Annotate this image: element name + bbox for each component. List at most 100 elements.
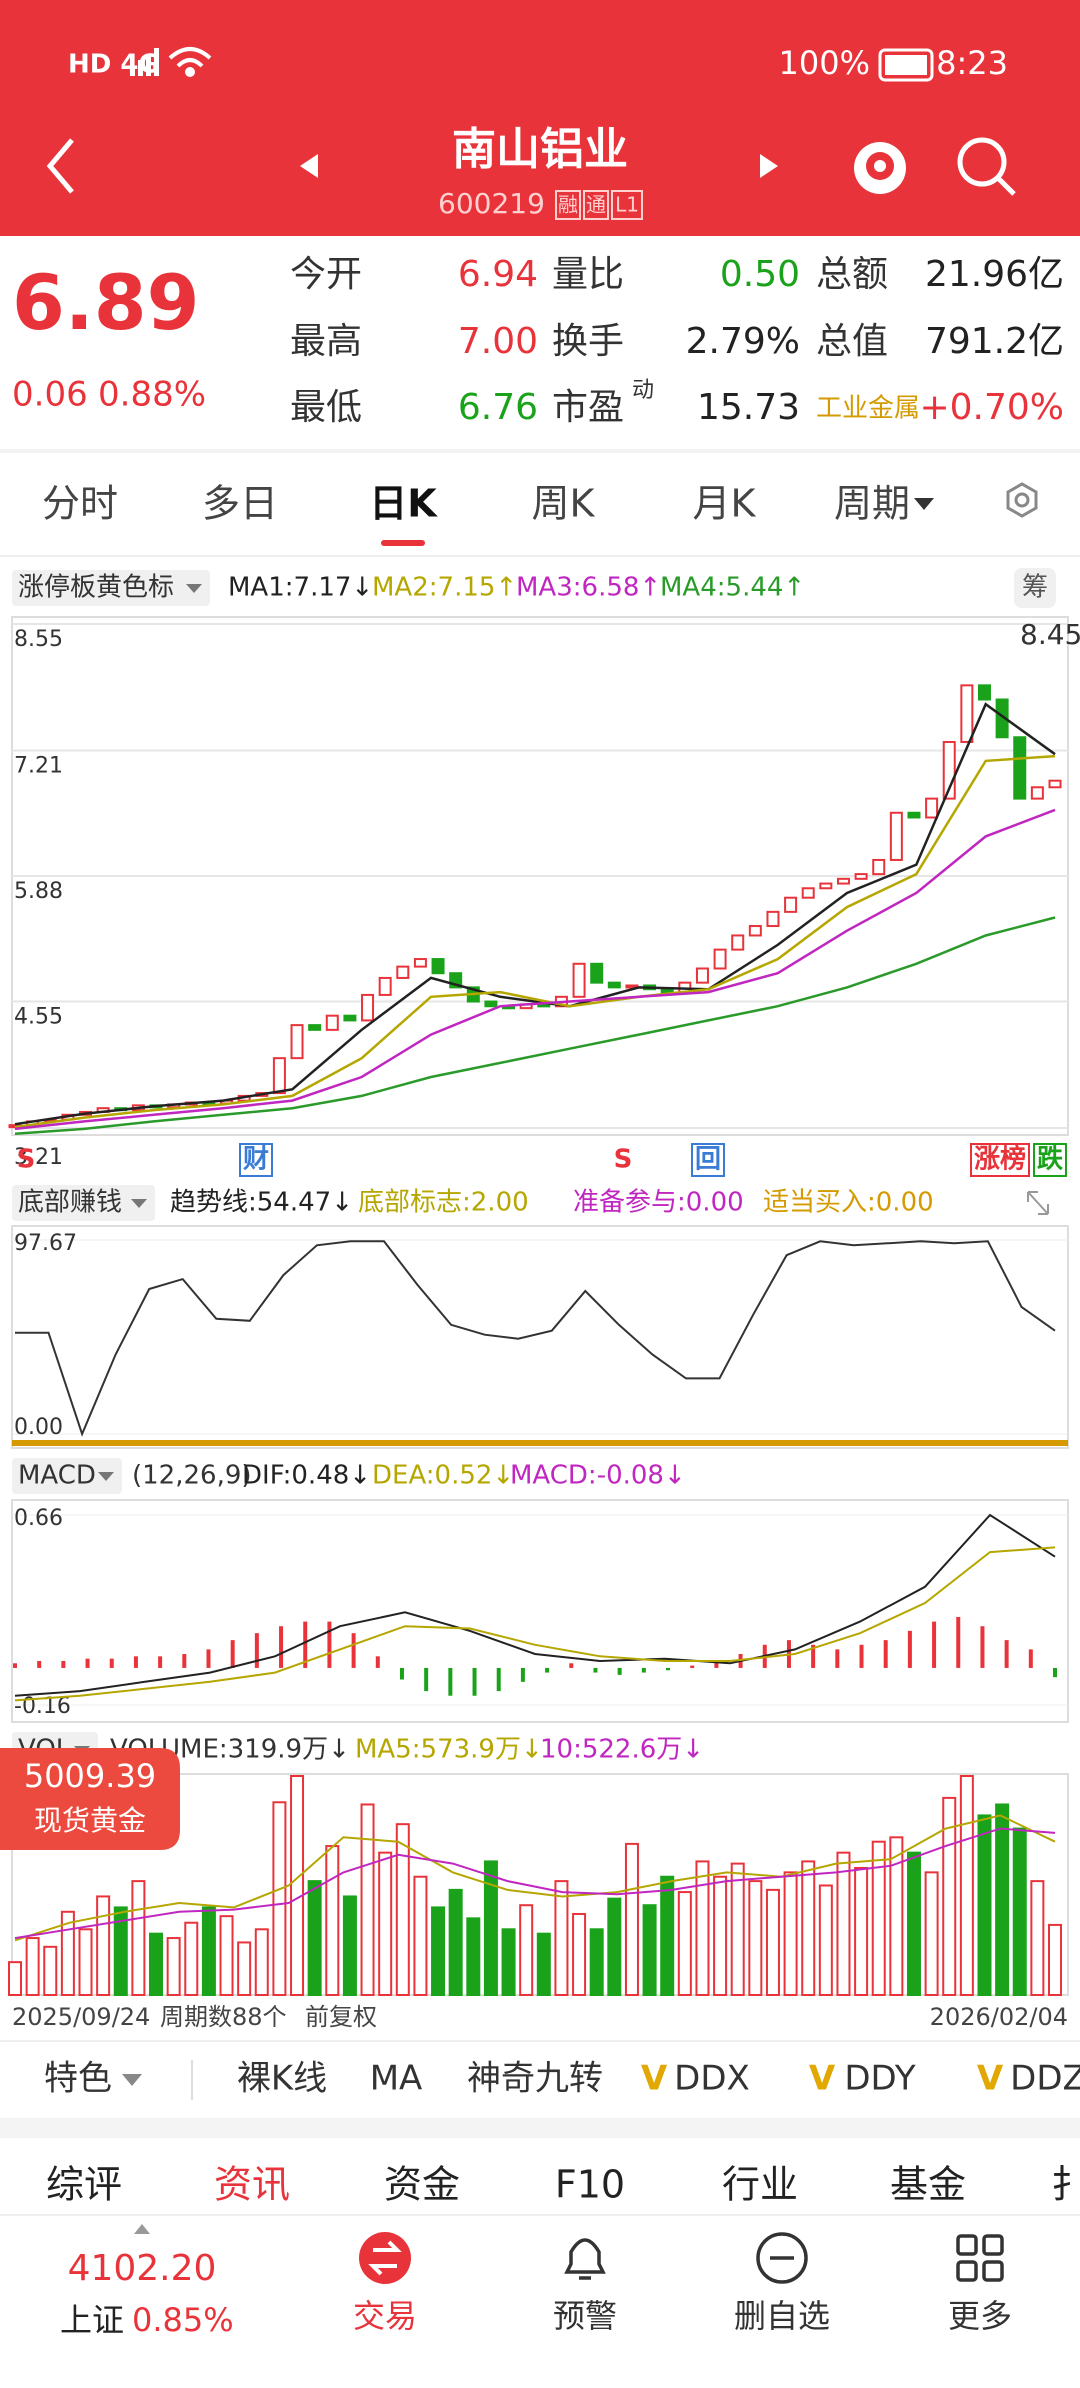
indicator-name[interactable]: MACD bbox=[18, 1461, 96, 1491]
volume-bar bbox=[871, 1840, 886, 1996]
field-value: 2.79% bbox=[686, 321, 800, 362]
feature[interactable]: DDZ bbox=[1010, 2059, 1080, 2099]
tab[interactable]: 周K bbox=[532, 482, 596, 526]
prev-icon[interactable] bbox=[300, 154, 318, 178]
settings-icon[interactable] bbox=[1006, 482, 1038, 518]
macd-bar bbox=[399, 1667, 404, 1680]
candle bbox=[290, 1024, 304, 1060]
tab[interactable]: 日K bbox=[369, 482, 438, 526]
volume-bar bbox=[818, 1884, 833, 1996]
tab[interactable]: 多日 bbox=[202, 482, 278, 526]
chip-label[interactable]: 筹 bbox=[1022, 573, 1048, 603]
tag-box bbox=[555, 190, 581, 220]
macd-bar bbox=[883, 1640, 888, 1668]
tag-box bbox=[583, 190, 609, 220]
volume-bar bbox=[836, 1851, 851, 1997]
macd-bar bbox=[37, 1660, 42, 1668]
nav-item[interactable]: 预警 bbox=[553, 2297, 617, 2335]
battery-label: 100% bbox=[779, 44, 870, 82]
bell-icon bbox=[564, 2238, 606, 2280]
candle bbox=[889, 811, 903, 861]
marker: 财 bbox=[243, 1145, 269, 1175]
volume-bar bbox=[378, 1851, 393, 1997]
y-tick-label: 0.66 bbox=[14, 1506, 63, 1531]
indicator-name[interactable]: 底部赚钱 bbox=[18, 1188, 122, 1218]
info-tab[interactable]: 扌 bbox=[1051, 2163, 1080, 2207]
marker-box bbox=[691, 1143, 725, 1177]
tab[interactable]: 月K bbox=[693, 482, 757, 526]
field-label: 最低 bbox=[290, 387, 362, 428]
feature[interactable]: MA bbox=[370, 2059, 423, 2099]
macd-bar bbox=[424, 1667, 429, 1692]
indicator-name[interactable]: 涨停板黄色标 bbox=[18, 573, 174, 603]
volume-bar bbox=[395, 1823, 410, 1997]
legend-entry: 底部标志:2.00 bbox=[358, 1188, 529, 1218]
legend-entry: DIF:0.48↓ bbox=[242, 1461, 371, 1491]
feature[interactable]: DDY bbox=[844, 2059, 916, 2099]
field-sup: 动 bbox=[632, 378, 654, 403]
candle bbox=[449, 972, 463, 989]
volume-bar bbox=[536, 1932, 551, 1997]
info-tab[interactable]: 综评 bbox=[46, 2163, 122, 2207]
marker: S bbox=[614, 1145, 633, 1175]
tab[interactable]: 分时 bbox=[42, 482, 118, 526]
tab-underline bbox=[381, 540, 425, 546]
macd-bar bbox=[230, 1640, 235, 1668]
feature[interactable]: DDX bbox=[674, 2059, 750, 2099]
macd-bar bbox=[956, 1616, 961, 1668]
change: 0.06 bbox=[12, 375, 88, 415]
tab[interactable]: 周期 bbox=[834, 482, 910, 526]
nav-item[interactable]: 删自选 bbox=[734, 2297, 830, 2335]
feature[interactable]: 特色 bbox=[44, 2059, 112, 2099]
field-value: 7.00 bbox=[458, 321, 538, 362]
stock-code: 600219 bbox=[438, 187, 545, 220]
time: 8:23 bbox=[936, 44, 1008, 82]
info-tab[interactable]: F10 bbox=[555, 2163, 625, 2207]
gold-badge[interactable] bbox=[0, 1748, 180, 1850]
gold-label: 现货黄金 bbox=[34, 1804, 146, 1837]
volume-bar bbox=[448, 1888, 463, 1997]
stock-name: 南山铝业 bbox=[452, 124, 628, 175]
search-icon[interactable] bbox=[957, 137, 1016, 196]
macd-bar bbox=[279, 1626, 284, 1668]
field-value: 791.2亿 bbox=[925, 321, 1064, 362]
nav-item[interactable]: 更多 bbox=[948, 2297, 1012, 2335]
volume-bar bbox=[60, 1910, 75, 1997]
feature[interactable]: 裸K线 bbox=[237, 2059, 327, 2099]
indicator-box bbox=[12, 570, 210, 606]
nav-item[interactable]: 交易 bbox=[353, 2297, 417, 2335]
signal-icon bbox=[130, 48, 159, 76]
volume-bar bbox=[748, 1880, 763, 1996]
mascot-icon[interactable] bbox=[854, 142, 906, 194]
candle bbox=[361, 993, 375, 1022]
tag-box bbox=[611, 190, 643, 220]
volume-bar bbox=[995, 1803, 1010, 1996]
candle bbox=[590, 962, 604, 984]
y-tick-label: 3.21 bbox=[14, 1145, 63, 1170]
info-tab[interactable]: 资讯 bbox=[214, 2163, 290, 2207]
next-icon[interactable] bbox=[760, 154, 778, 178]
info-tab[interactable]: 行业 bbox=[722, 2163, 798, 2207]
dropdown-icon bbox=[186, 584, 202, 593]
trade-icon bbox=[359, 2232, 411, 2284]
macd-bar bbox=[182, 1654, 187, 1668]
volume-bar bbox=[765, 1888, 780, 1997]
feature[interactable]: 神奇九转 bbox=[467, 2059, 603, 2099]
back-icon[interactable] bbox=[46, 138, 74, 194]
candle bbox=[854, 873, 868, 880]
field-label: 今开 bbox=[290, 254, 362, 295]
macd-bar bbox=[520, 1667, 525, 1682]
dropdown-icon bbox=[122, 2074, 142, 2086]
volume-bar bbox=[466, 1917, 481, 1996]
info-tab[interactable]: 基金 bbox=[890, 2163, 966, 2207]
index-value[interactable]: 4102.20 bbox=[68, 2248, 217, 2289]
volume-bar bbox=[325, 1845, 340, 1996]
info-tab[interactable]: 资金 bbox=[384, 2163, 460, 2207]
legend-entry: MA4:5.44↑ bbox=[660, 573, 805, 603]
volume-bar bbox=[906, 1851, 921, 1997]
candle bbox=[484, 1000, 498, 1008]
field-value: 6.94 bbox=[458, 254, 538, 295]
legend-entry: MA3:6.58↑ bbox=[516, 573, 661, 603]
y-tick-label: 0.00 bbox=[14, 1415, 63, 1440]
candle bbox=[748, 925, 762, 937]
